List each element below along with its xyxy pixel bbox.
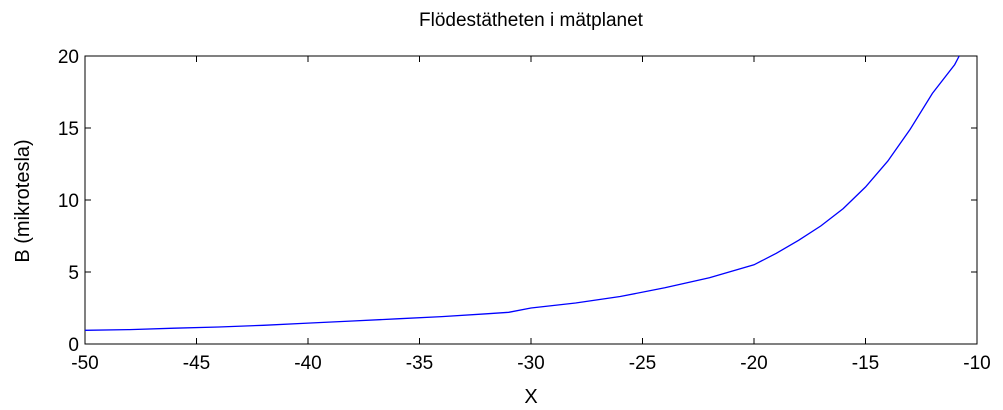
x-tick-label: -45 [183,353,210,374]
y-tick-label: 15 [58,119,79,140]
y-tick-labels: 0 5 10 15 20 [58,47,79,356]
y-tick-label: 20 [58,47,79,68]
axis-ticks [84,55,978,345]
series-layer [84,55,960,331]
y-tick-label: 5 [68,263,79,284]
x-tick-label: -40 [294,353,321,374]
x-tick-label: -30 [517,353,544,374]
y-axis-label: B (mikrotesla) [12,139,34,262]
x-tick-label: -10 [963,353,990,374]
x-tick-label: -25 [629,353,656,374]
series-line [84,55,960,331]
x-tick-label: -50 [71,353,98,374]
plot-area [84,55,978,345]
y-tick-label: 0 [68,335,79,356]
x-tick-labels: -50 -45 -40 -35 -30 -25 -20 -15 -10 [71,353,990,374]
y-tick-label: 10 [58,191,79,212]
x-tick-label: -15 [852,353,879,374]
x-axis-label: X [524,386,537,408]
x-tick-label: -35 [406,353,433,374]
chart-title: Flödestätheten i mätplanet [419,10,644,31]
x-tick-label: -20 [740,353,767,374]
